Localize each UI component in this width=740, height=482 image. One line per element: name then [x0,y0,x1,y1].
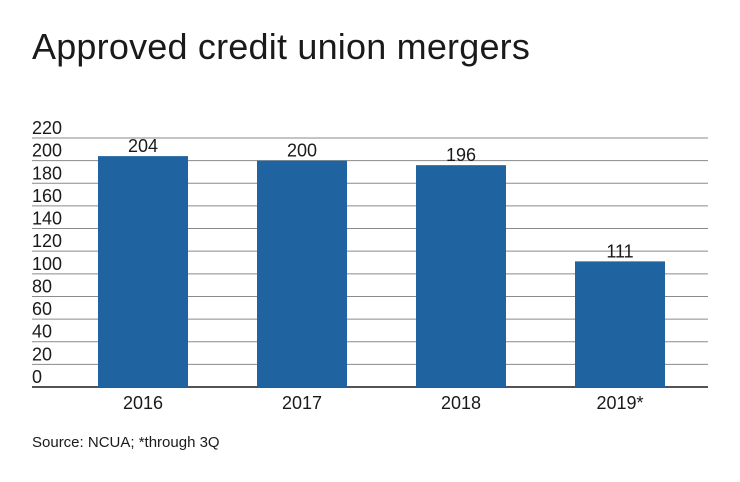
bar [98,156,188,387]
y-tick-label: 40 [32,322,52,342]
bar-value-label: 204 [128,136,158,156]
x-category-label: 2018 [441,393,481,413]
y-tick-label: 180 [32,163,62,183]
x-category-label: 2017 [282,393,322,413]
bar-value-label: 111 [606,241,633,261]
bar-value-label: 200 [287,141,317,161]
x-category-label: 2019* [596,393,643,413]
bar-value-label: 196 [446,145,476,165]
y-tick-label: 20 [32,344,52,364]
y-tick-label: 60 [32,299,52,319]
source-note: Source: NCUA; *through 3Q [32,434,220,451]
chart-title: Approved credit union mergers [32,26,531,67]
y-tick-label: 80 [32,276,52,296]
y-tick-label: 120 [32,231,62,251]
bars [98,156,665,387]
y-tick-label: 0 [32,367,42,387]
x-category-label: 2016 [123,393,163,413]
y-tick-label: 220 [32,118,62,138]
y-tick-label: 140 [32,209,62,229]
y-tick-label: 100 [32,254,62,274]
y-tick-label: 160 [32,186,62,206]
bar [416,165,506,387]
y-tick-label: 200 [32,141,62,161]
data-labels: 204 200 196 111 [128,136,634,261]
bar [257,160,347,387]
bar [575,261,665,387]
x-axis-category-labels: 2016 2017 2018 2019* [123,393,644,413]
